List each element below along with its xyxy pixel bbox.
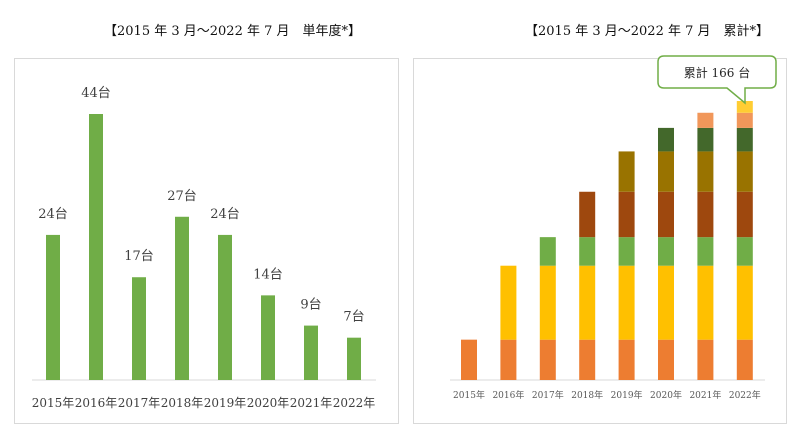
stacked-bar-segment [658,127,674,152]
bar [175,216,189,380]
stacked-bar-segment [658,191,674,238]
annotation-callout [657,55,777,105]
stacked-bar-segment [736,237,753,266]
stacked-bar-segment [736,127,753,152]
stacked-bar-segment [697,237,714,266]
stacked-bar-segment [736,112,753,128]
stacked-bar-segment [697,151,714,192]
x-tick-label: 2016年 [492,389,524,401]
stacked-bar-segment [579,191,596,238]
x-tick-label: 2021年 [290,396,333,410]
stacked-bar-segment [658,339,674,380]
data-label: 9台 [300,298,321,313]
stacked-bar-segment [658,265,674,340]
data-label: 24台 [38,207,68,222]
data-label: 44台 [81,86,111,101]
cumulative-chart-title: 【2015 年 3 月～2022 年 7 月 累計*】 [525,24,770,39]
stacked-bar-segment [618,237,635,266]
stacked-bar-segment [618,339,635,380]
x-tick-label: 2022年 [729,389,761,401]
x-tick-label: 2016年 [75,396,118,410]
stacked-bar-segment [579,237,596,266]
stacked-bar-segment [539,237,556,266]
single-year-chart-panel [14,58,399,424]
x-tick-label: 2015年 [32,396,75,410]
bar [347,337,361,380]
stacked-bar-segment [618,265,635,340]
data-label: 7台 [343,310,364,325]
stacked-bar-segment [736,265,753,340]
data-label: 24台 [210,207,240,222]
stacked-bar-segment [539,265,556,340]
x-tick-label: 2021年 [689,389,721,401]
stacked-bar-segment [539,339,556,380]
x-tick-label: 2017年 [532,389,564,401]
data-label: 17台 [124,249,154,264]
stacked-bar-segment [658,237,674,266]
x-tick-label: 2017年 [118,396,161,410]
stacked-bar-segment [579,339,596,380]
stacked-bar-segment [736,101,753,113]
stacked-bar-segment [500,339,517,380]
stacked-bar-segment [461,339,477,380]
annotation-text: 累計 166 台 [684,65,751,80]
bar [218,234,232,380]
stacked-bar-segment [618,151,635,192]
x-tick-label: 2015年 [453,389,485,401]
bar [89,114,103,380]
x-tick-label: 2022年 [333,396,376,410]
bar [46,234,60,380]
single-year-chart-title: 【2015 年 3 月～2022 年 7 月 単年度*】 [104,24,362,39]
stacked-bar-segment [736,151,753,192]
stacked-bar-segment [500,265,517,340]
stacked-bar-segment [579,265,596,340]
x-tick-label: 2018年 [161,396,204,410]
x-tick-label: 2020年 [247,396,290,410]
stacked-bar-segment [697,339,714,380]
stacked-bar-segment [697,265,714,340]
data-label: 27台 [167,189,197,204]
stacked-bar-segment [618,191,635,238]
stacked-bar-segment [697,127,714,152]
stacked-bar-segment [658,151,674,192]
x-tick-label: 2019年 [204,396,247,410]
bar [261,295,275,380]
stacked-bar-segment [736,191,753,238]
stacked-bar-segment [697,191,714,238]
x-tick-label: 2020年 [650,389,682,401]
bar [132,277,146,380]
data-label: 14台 [253,267,283,282]
bar [304,325,318,380]
stacked-bar-segment [697,112,714,128]
x-tick-label: 2018年 [571,389,603,401]
x-tick-label: 2019年 [611,389,643,401]
stacked-bar-segment [736,339,753,380]
